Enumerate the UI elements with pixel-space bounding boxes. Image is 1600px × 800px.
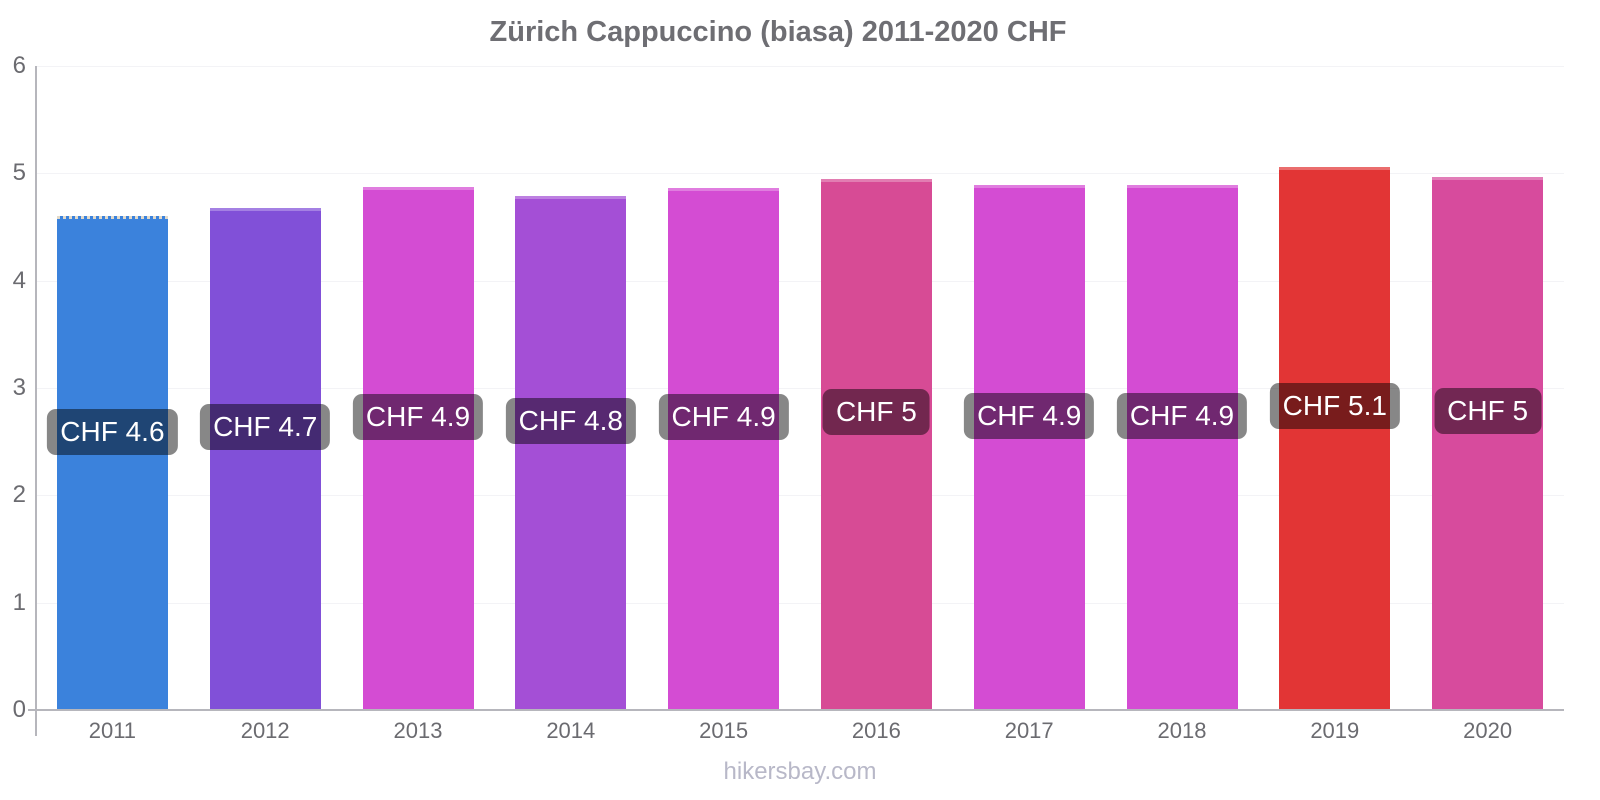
x-axis-year-label: 2020 (1463, 718, 1513, 743)
gridline (36, 495, 1564, 497)
bar[interactable]: CHF 4.8 (505, 195, 636, 710)
bar-value-label: CHF 4.9 (658, 394, 789, 441)
x-axis-year-label: 2015 (699, 718, 749, 743)
gridline (36, 66, 1564, 67)
y-axis-line (35, 66, 37, 736)
y-axis-tick-label: 5 (12, 159, 26, 187)
y-axis-tick-label: 1 (12, 588, 26, 616)
bar-value-label: CHF 4.9 (964, 392, 1095, 439)
plot-area: CHF 4.6 CHF 4.7 CHF 4.9 CHF 4.8 CHF 4.9 … (36, 66, 1564, 710)
bar[interactable]: CHF 4.9 (964, 185, 1095, 710)
x-axis-year-label: 2019 (1310, 718, 1360, 743)
site-watermark: hikersbay.com (723, 758, 877, 785)
bar[interactable]: CHF 5 (820, 178, 932, 710)
bar-value-label: CHF 4.8 (505, 398, 636, 445)
y-axis-tick-label: 3 (12, 374, 26, 401)
bar-value-label: CHF 5.1 (1269, 383, 1400, 430)
x-axis-year-label: 2018 (1157, 718, 1207, 743)
x-axis-year-label: 2012 (240, 718, 290, 743)
bar-value-label: CHF 4.6 (47, 408, 178, 455)
x-axis-year-label: 2016 (851, 718, 901, 743)
gridline (36, 280, 1564, 282)
bar-value-label: CHF 4.9 (352, 393, 484, 440)
x-axis-year-label: 2011 (88, 718, 137, 743)
bar[interactable]: CHF 4.6 (47, 216, 178, 710)
gridline (36, 388, 1564, 389)
x-axis-year-label: 2014 (546, 718, 596, 743)
gridline (36, 602, 1564, 604)
bar[interactable]: CHF 4.9 (1116, 185, 1248, 710)
bar[interactable]: CHF 4.9 (352, 187, 484, 710)
bar-value-label: CHF 4.7 (200, 404, 331, 451)
y-axis-tick-label: 4 (12, 266, 26, 294)
bar-value-label: CHF 5 (822, 389, 930, 436)
bar[interactable]: CHF 4.9 (658, 188, 789, 710)
x-axis-line (28, 709, 1564, 711)
bar[interactable]: CHF 5 (1432, 176, 1544, 710)
bar-value-label: CHF 5 (1434, 388, 1542, 435)
chart-title: Zürich Cappuccino (biasa) 2011-2020 CHF (489, 16, 1067, 48)
bar-value-label: CHF 4.9 (1116, 392, 1248, 439)
bar[interactable]: CHF 4.7 (200, 207, 331, 710)
x-axis-year-label: 2013 (393, 718, 443, 743)
gridline (36, 173, 1564, 175)
x-axis-year-label: 2017 (1004, 718, 1054, 743)
y-axis-tick-label: 6 (12, 52, 26, 79)
bar[interactable]: CHF 5.1 (1269, 166, 1400, 710)
y-axis-tick-label: 2 (12, 481, 26, 509)
y-axis-tick-label: 0 (12, 696, 26, 723)
